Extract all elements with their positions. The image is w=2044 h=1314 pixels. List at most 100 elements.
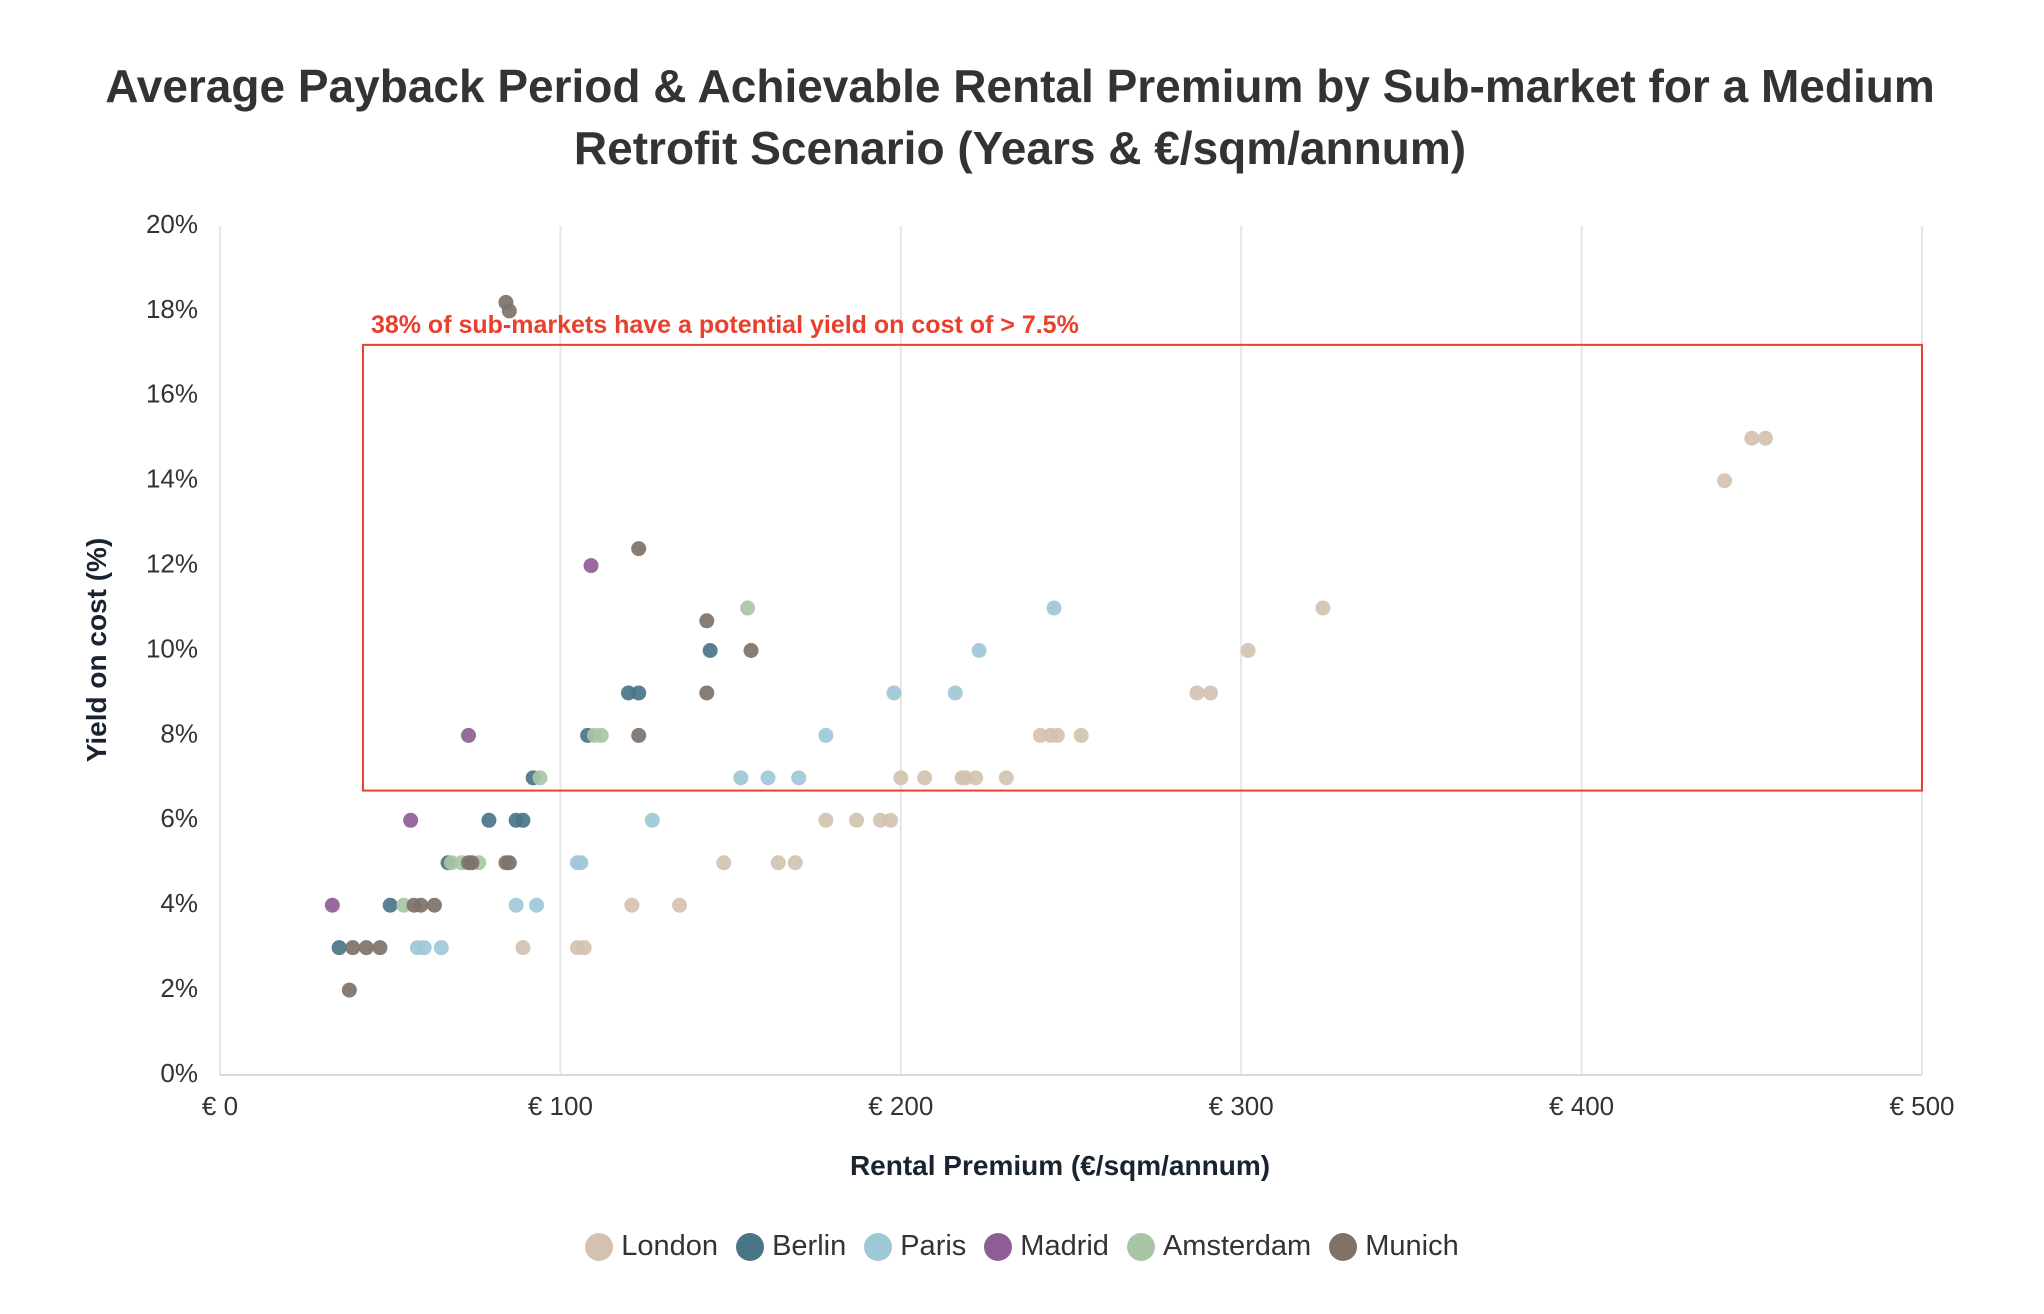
data-point-london [849,812,865,828]
data-point-paris [644,812,660,828]
data-point-london [1203,685,1219,701]
data-point-paris [791,770,807,786]
y-tick-label: 16% [146,379,198,409]
legend-label: London [621,1230,719,1262]
series-madrid [324,558,599,913]
annotation-box [361,343,1923,792]
legend-label: Berlin [772,1230,847,1262]
data-point-london [1240,643,1256,658]
x-tick-label: € 200 [868,1091,933,1121]
data-point-munich [345,940,361,956]
data-point-london [787,855,803,871]
data-point-london [515,940,531,956]
data-point-london [818,812,834,828]
y-tick-label: 2% [160,973,198,1003]
data-point-london [770,855,786,871]
y-tick-label: 4% [160,888,198,918]
data-point-madrid [403,812,419,828]
data-point-paris [529,897,545,913]
y-tick-label: 0% [160,1058,198,1088]
data-point-munich [341,982,357,998]
data-point-london [1189,685,1205,701]
data-point-london [968,770,984,786]
series-berlin [331,643,718,956]
data-point-paris [760,770,776,786]
series-paris [409,600,1062,956]
data-point-madrid [324,897,340,913]
data-point-munich [699,613,715,629]
data-point-munich [501,303,517,319]
legend-item-amsterdam: Amsterdam [1126,1230,1312,1263]
x-tick-label: € 0 [202,1091,238,1121]
legend-label: Madrid [1020,1230,1109,1262]
data-point-munich [501,855,517,871]
y-tick-labels: 0% 2% 4% 6% 8% 10% 12% 14% 16% 18% 20% [146,209,198,1088]
data-point-munich [631,541,647,557]
legend-swatch [736,1232,765,1261]
x-axis-title: Rental Premium (€/sqm/annum) [850,1150,1270,1181]
data-point-paris [733,770,749,786]
y-tick-label: 6% [160,803,198,833]
data-point-munich [464,855,480,871]
gridlines [219,226,1923,1075]
data-point-amsterdam [532,770,548,786]
x-tick-label: € 400 [1549,1091,1614,1121]
data-point-paris [947,685,963,701]
legend-swatch [864,1232,893,1261]
y-tick-label: 18% [146,294,198,324]
data-point-madrid [583,558,599,574]
x-tick-labels: € 0 € 100 € 200 € 300 € 400 € 500 [202,1091,1955,1121]
data-point-munich [631,727,647,743]
x-tick-label: € 100 [528,1091,593,1121]
data-point-munich [372,940,388,956]
data-point-paris [886,685,902,701]
data-point-london [624,897,640,913]
data-point-london [672,897,688,913]
y-tick-label: 12% [146,548,198,578]
data-point-london [883,812,899,828]
y-tick-label: 20% [146,209,198,239]
data-point-paris [971,643,987,658]
data-point-berlin [631,685,647,701]
data-point-london [576,940,592,956]
data-point-paris [416,940,432,956]
y-tick-label: 10% [146,633,198,663]
data-point-london [1049,727,1065,743]
annotation-text: 38% of sub-markets have a potential yiel… [371,311,1079,339]
data-point-paris [818,727,834,743]
legend-swatch [1329,1232,1358,1261]
y-tick-label: 14% [146,464,198,494]
chart-title: Average Payback Period & Achievable Rent… [60,55,1980,179]
data-point-london [1315,600,1331,616]
data-point-london [998,770,1014,786]
chart-title-line-2: Retrofit Scenario (Years & €/sqm/annum) [573,122,1467,174]
data-point-berlin [515,812,531,828]
data-point-amsterdam [740,600,756,616]
legend-swatch [1126,1232,1155,1261]
legend-item-berlin: Berlin [736,1230,846,1263]
y-axis-title: Yield on cost (%) [81,538,112,763]
data-point-paris [433,940,449,956]
data-point-london [1073,727,1089,743]
data-point-paris [508,897,524,913]
data-point-madrid [460,727,476,743]
x-tick-label: € 300 [1209,1091,1274,1121]
data-points [324,294,1773,998]
data-point-paris [1046,600,1062,616]
legend-label: Amsterdam [1162,1230,1312,1262]
series-munich [341,294,759,998]
data-point-london [716,855,732,871]
data-point-berlin [481,812,497,828]
data-point-munich [699,685,715,701]
data-point-london [893,770,909,786]
data-point-munich [358,940,374,956]
x-tick-label: € 500 [1889,1091,1954,1121]
legend-item-london: London [585,1230,718,1263]
data-point-london [1717,473,1733,489]
legend-label: Munich [1365,1230,1459,1262]
chart-title-line-1: Average Payback Period & Achievable Rent… [105,60,1935,112]
data-point-paris [573,855,589,871]
legend-swatch [984,1232,1013,1261]
legend-label: Paris [900,1230,967,1262]
